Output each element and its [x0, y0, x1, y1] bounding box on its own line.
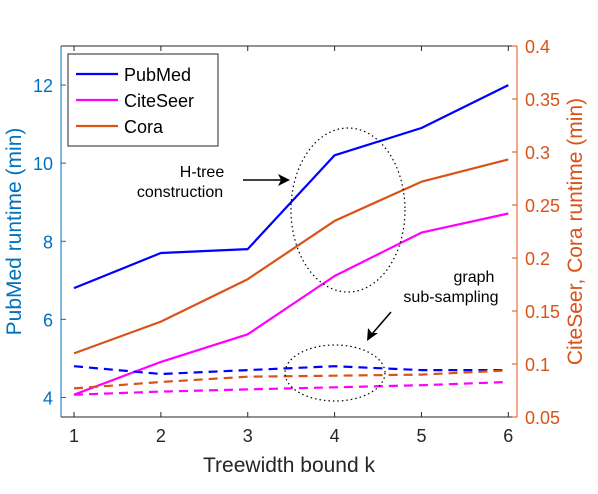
left-tick-label: 4 [43, 388, 53, 408]
sub-sampling-arrow [371, 311, 392, 335]
series-line-citeseer [73, 212, 509, 396]
x-tick-label: 3 [243, 426, 253, 446]
right-tick-label: 0.4 [525, 37, 550, 57]
right-tick-label: 0.3 [525, 143, 550, 163]
right-tick-label: 0.25 [525, 196, 560, 216]
annotation-h-tree-line2: construction [137, 184, 223, 201]
left-tick-label: 12 [33, 76, 53, 96]
series-layer [73, 84, 509, 396]
left-tick-label: 6 [43, 310, 53, 330]
left-tick-label: 10 [33, 154, 53, 174]
right-tick-label: 0.2 [525, 249, 550, 269]
right-tick-label: 0.1 [525, 355, 550, 375]
right-tick-label: 0.15 [525, 302, 560, 322]
legend-label-pubmed: PubMed [124, 65, 191, 85]
left-tick-label: 8 [43, 232, 53, 252]
h-tree-ellipse [290, 127, 406, 293]
x-axis-label: Treewidth bound k [203, 454, 375, 477]
left-axis-label: PubMed runtime (min) [3, 128, 26, 336]
legend-label-cora: Cora [124, 117, 164, 137]
annotation-sub-sampling-line2: sub-sampling [403, 289, 498, 306]
right-axis-label: CiteSeer, Cora runtime (min) [564, 98, 587, 365]
right-tick-label: 0.05 [525, 408, 560, 428]
x-tick-label: 4 [330, 426, 340, 446]
annotation-layer: H-tree construction graph sub-sampling [137, 127, 499, 402]
x-tick-label: 5 [416, 426, 426, 446]
annotation-h-tree-line1: H-tree [180, 164, 225, 181]
annotation-sub-sampling-line1: graph [454, 269, 495, 286]
series-line-sampling-3-dashed [73, 365, 509, 376]
series-line-cora [73, 158, 509, 355]
x-tick-label: 6 [503, 426, 513, 446]
series-line-pubmed [73, 84, 509, 290]
x-tick-label: 2 [156, 426, 166, 446]
sub-sampling-ellipse [284, 344, 386, 402]
h-tree-arrow-head [278, 174, 290, 186]
series-line-sampling-4-dashed [73, 380, 509, 396]
right-tick-label: 0.35 [525, 90, 560, 110]
legend: PubMed CiteSeer Cora [67, 53, 219, 147]
legend-label-citeseer: CiteSeer [124, 91, 194, 111]
series-line-sampling-5-dashed [73, 369, 509, 390]
x-tick-label: 1 [69, 426, 79, 446]
sub-sampling-arrow-head [367, 328, 378, 341]
